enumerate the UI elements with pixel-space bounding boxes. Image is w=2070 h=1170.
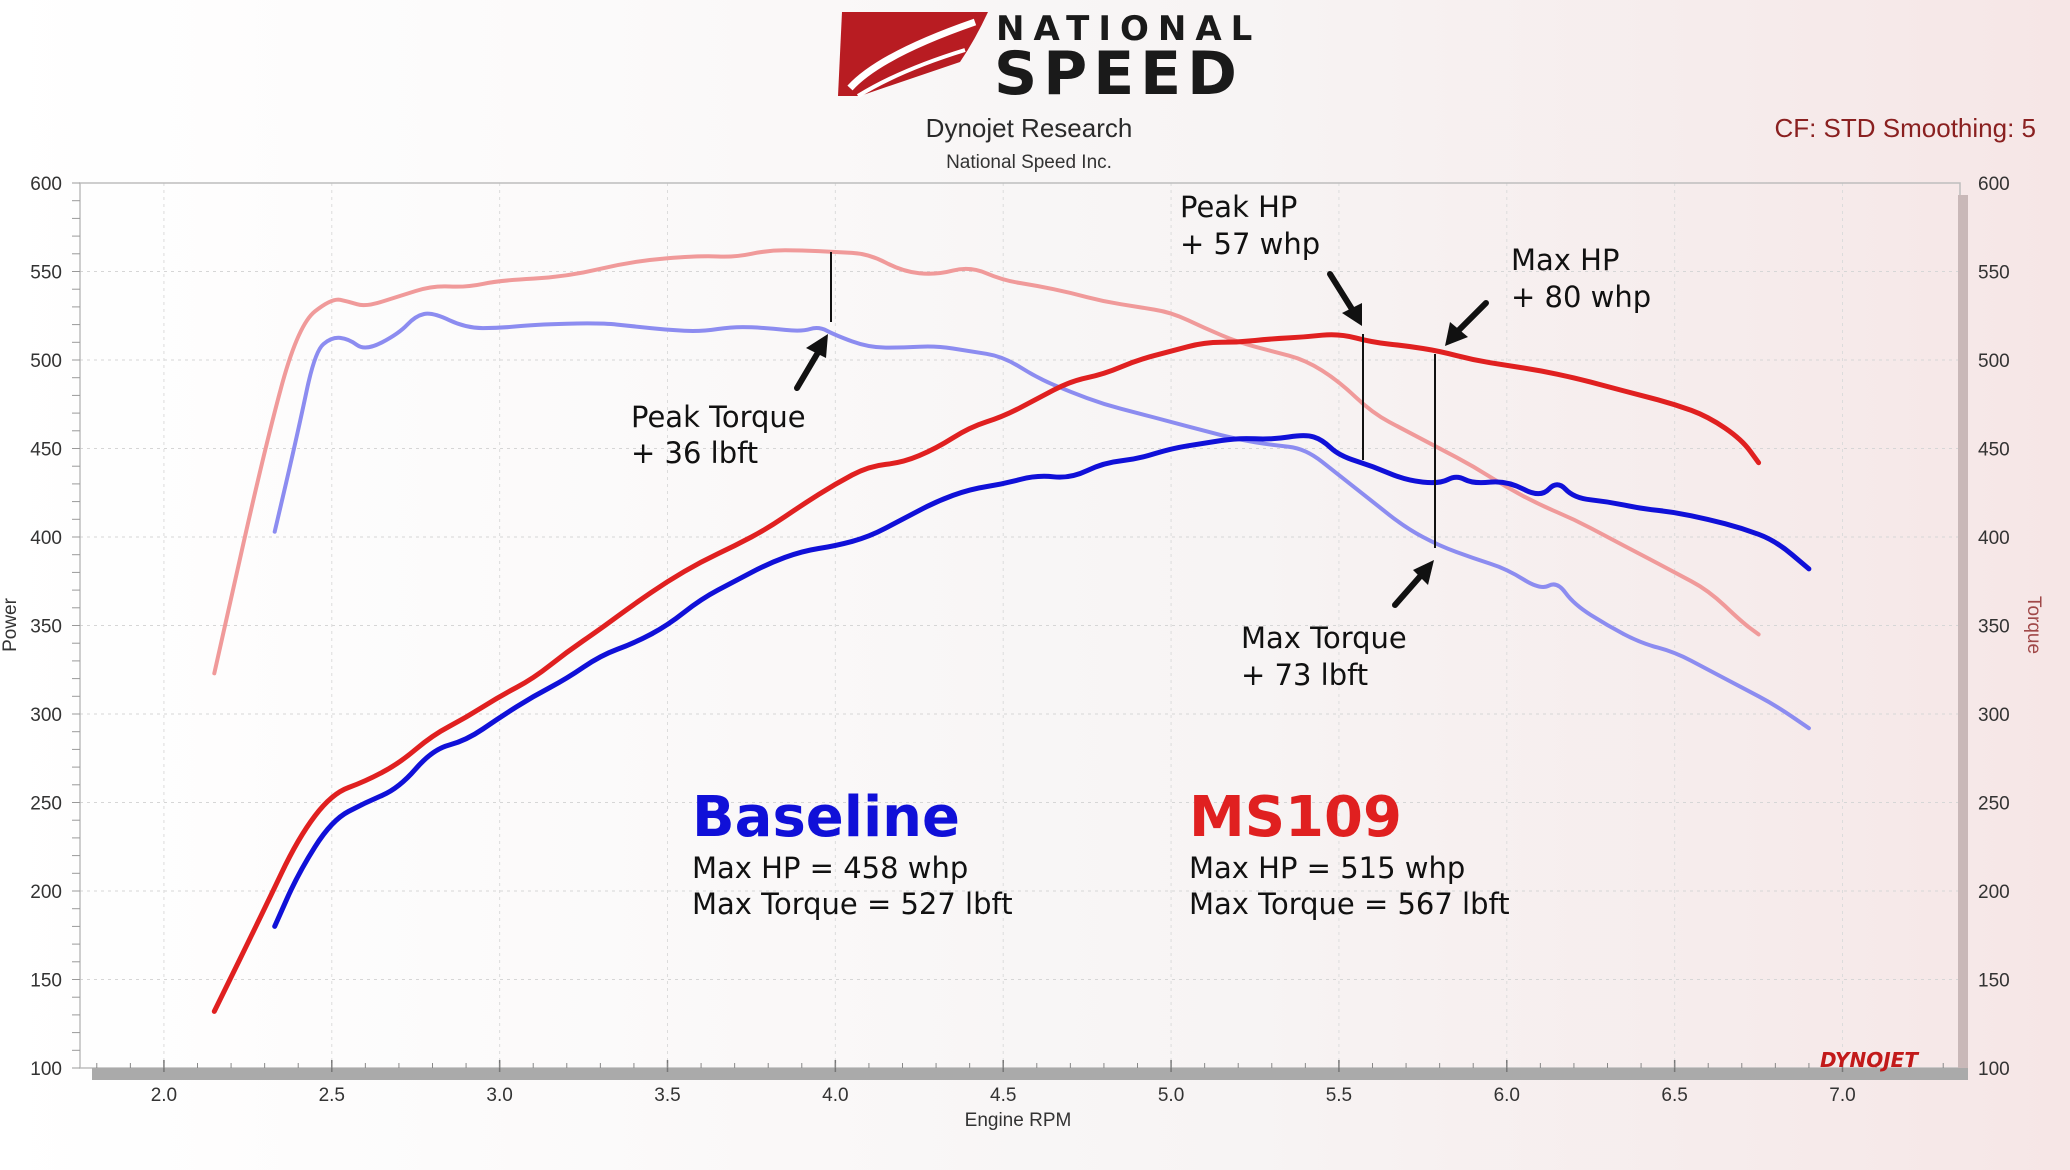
peak-torque-label: Peak Torque — [631, 400, 806, 434]
legend-tuned-name: MS109 — [1189, 785, 1402, 850]
y-tick-label: 200 — [30, 882, 62, 903]
correction-factor: CF: STD Smoothing: 5 — [1774, 113, 2036, 143]
legend-baseline-max-torque: Max Torque = 527 lbft — [692, 887, 1013, 921]
peak-hp-arrow-icon — [1327, 271, 1358, 317]
annotation-arrows — [794, 271, 1489, 608]
y-tick-label: 500 — [30, 351, 62, 372]
max-torque-label: Max Torque — [1241, 621, 1407, 655]
x-axis: 2.0 2.5 3.0 3.5 4.0 4.5 5.0 5.5 6.0 6.5 7.0 — [96, 1060, 1944, 1106]
x-tick-label: 2.5 — [319, 1085, 345, 1106]
y2-tick-label: 100 — [1978, 1059, 2010, 1080]
y2-tick-label: 350 — [1978, 617, 2010, 638]
y2-tick-label: 400 — [1978, 528, 2010, 549]
legend-baseline-name: Baseline — [692, 785, 960, 850]
x-tick-label: 5.5 — [1326, 1085, 1352, 1106]
annotation-leaders — [830, 252, 1436, 548]
peak-hp-label: Peak HP — [1180, 190, 1297, 224]
x-tick-label: 6.0 — [1494, 1085, 1520, 1106]
max-hp-delta: + 80 whp — [1511, 280, 1651, 314]
y-tick-label: 100 — [30, 1059, 62, 1080]
series-line-tuned-torque — [212, 248, 1761, 676]
y2-tick-label: 600 — [1978, 174, 2010, 195]
x-tick-label: 7.0 — [1829, 1085, 1855, 1106]
y-tick-label: 600 — [30, 174, 62, 195]
national-speed-logo: NATIONAL SPEED — [838, 9, 1261, 109]
y2-tick-label: 300 — [1978, 705, 2010, 726]
x-tick-label: 4.0 — [822, 1085, 848, 1106]
right-axis-bar — [1958, 195, 1968, 1070]
x-tick-label: 2.0 — [151, 1085, 177, 1106]
legend: Baseline Max HP = 458 whp Max Torque = 5… — [692, 785, 1510, 921]
max-torque-arrow-icon — [1392, 569, 1427, 608]
x-axis-label: Engine RPM — [965, 1110, 1072, 1131]
y2-tick-label: 250 — [1978, 794, 2010, 815]
max-torque-delta: + 73 lbft — [1241, 658, 1368, 692]
x-tick-label: 4.5 — [990, 1085, 1016, 1106]
chart-title: Dynojet Research — [926, 113, 1133, 143]
dynojet-mark: DYNOJET — [1820, 1048, 1919, 1072]
y2-tick-label: 200 — [1978, 882, 2010, 903]
chart-subtitle: National Speed Inc. — [946, 152, 1112, 173]
y2-tick-label: 450 — [1978, 440, 2010, 461]
y-tick-label: 350 — [30, 617, 62, 638]
legend-tuned-max-hp: Max HP = 515 whp — [1189, 851, 1465, 885]
x-axis-bar — [92, 1068, 1968, 1080]
y-tick-label: 150 — [30, 971, 62, 992]
x-tick-label: 5.0 — [1158, 1085, 1184, 1106]
y-tick-label: 450 — [30, 440, 62, 461]
series-line-baseline-hp — [272, 433, 1812, 929]
y2-tick-label: 550 — [1978, 263, 2010, 284]
y-axis-right: 100 150 200 250 300 350 400 450 500 550 600 — [1978, 174, 2010, 1080]
series-lines — [211, 248, 1812, 1014]
y-tick-label: 400 — [30, 528, 62, 549]
logo-line2: SPEED — [994, 39, 1243, 109]
y-axis-label: Power — [0, 597, 21, 652]
peak-torque-delta: + 36 lbft — [631, 436, 758, 470]
y-tick-label: 300 — [30, 705, 62, 726]
x-tick-label: 3.5 — [654, 1085, 680, 1106]
series-line-baseline-torque — [272, 311, 1811, 731]
y-axis-left: 100 150 200 250 300 350 400 450 500 550 600 — [30, 174, 80, 1080]
annotations: Peak Torque + 36 lbft Peak HP + 57 whp M… — [631, 190, 1651, 692]
y2-tick-label: 500 — [1978, 351, 2010, 372]
x-tick-label: 6.5 — [1661, 1085, 1687, 1106]
max-hp-label: Max HP — [1511, 243, 1619, 277]
series-line-tuned-hp — [211, 332, 1762, 1014]
legend-baseline-max-hp: Max HP = 458 whp — [692, 851, 968, 885]
legend-tuned-max-torque: Max Torque = 567 lbft — [1189, 887, 1510, 921]
y-tick-label: 550 — [30, 263, 62, 284]
y2-axis-label: Torque — [2023, 596, 2044, 654]
y2-tick-label: 150 — [1978, 971, 2010, 992]
y-tick-label: 250 — [30, 794, 62, 815]
peak-hp-delta: + 57 whp — [1180, 227, 1320, 261]
x-tick-label: 3.0 — [486, 1085, 512, 1106]
max-hp-arrow-icon — [1452, 300, 1489, 337]
logo-line1: NATIONAL — [996, 9, 1261, 49]
